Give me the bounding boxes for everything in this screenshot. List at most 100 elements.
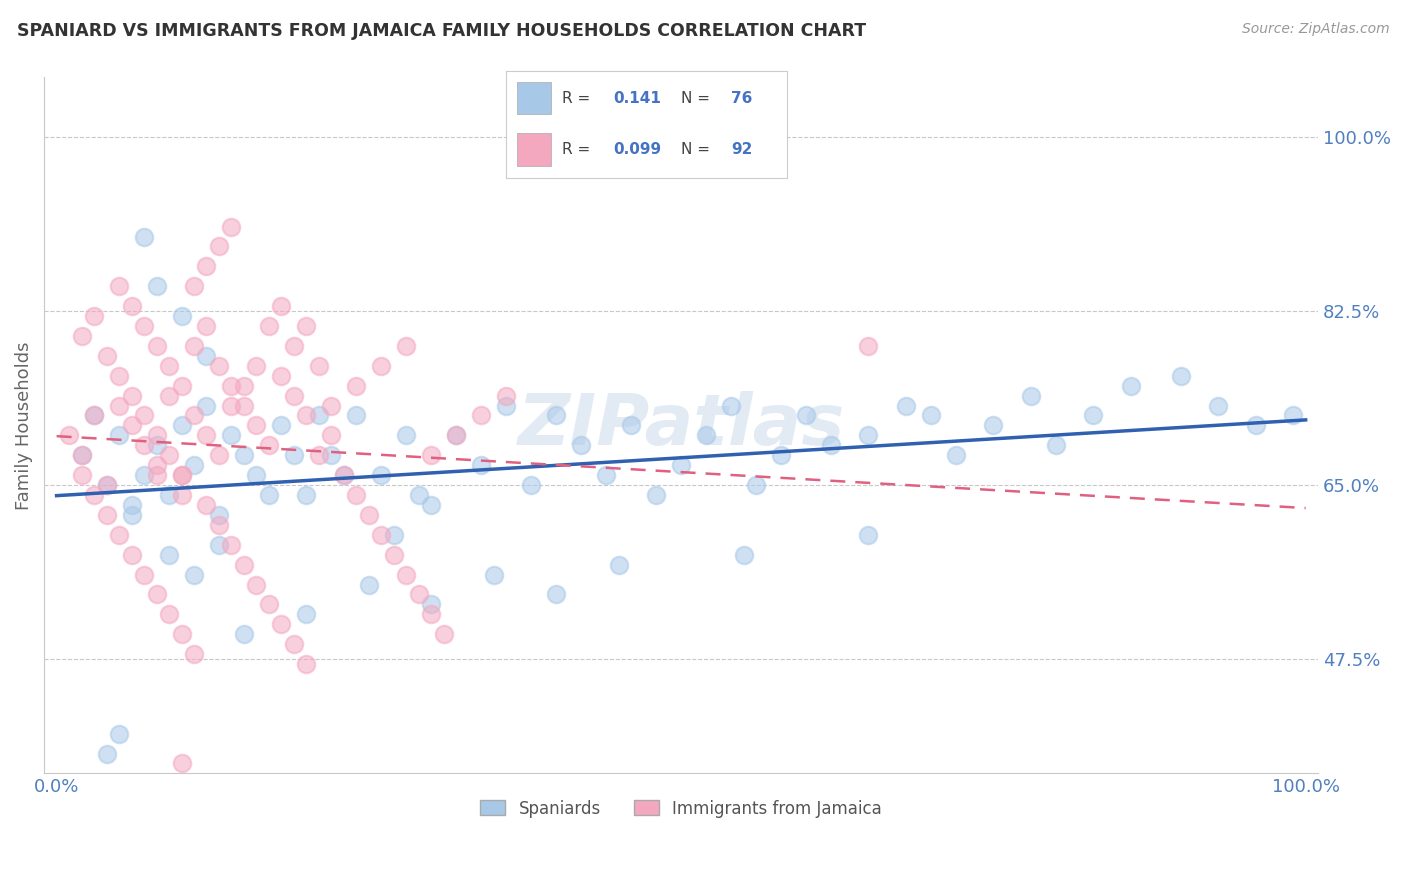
Legend: Spaniards, Immigrants from Jamaica: Spaniards, Immigrants from Jamaica	[474, 793, 889, 824]
Point	[245, 577, 267, 591]
Point	[382, 548, 405, 562]
Point	[470, 458, 492, 473]
Point	[1244, 418, 1267, 433]
Point	[794, 409, 817, 423]
Point	[395, 428, 418, 442]
Point	[145, 468, 167, 483]
Point	[1282, 409, 1305, 423]
Text: 92: 92	[731, 142, 752, 157]
Point	[495, 389, 517, 403]
Point	[408, 488, 430, 502]
Point	[195, 498, 218, 512]
Text: 76: 76	[731, 91, 752, 105]
Text: R =: R =	[562, 142, 596, 157]
Point	[308, 448, 330, 462]
Point	[546, 409, 568, 423]
Point	[145, 428, 167, 442]
Point	[920, 409, 942, 423]
Point	[221, 399, 243, 413]
Point	[446, 428, 468, 442]
Point	[233, 558, 256, 572]
Bar	[517, 134, 551, 166]
Point	[121, 389, 143, 403]
Point	[221, 428, 243, 442]
Point	[770, 448, 793, 462]
Text: R =: R =	[562, 91, 600, 105]
Point	[283, 339, 305, 353]
Point	[344, 409, 367, 423]
Point	[132, 229, 155, 244]
Point	[233, 448, 256, 462]
Point	[121, 548, 143, 562]
Point	[121, 418, 143, 433]
Point	[295, 409, 318, 423]
Point	[108, 726, 131, 740]
Point	[858, 428, 880, 442]
Point	[208, 538, 231, 552]
Point	[308, 359, 330, 373]
Point	[157, 359, 180, 373]
Point	[208, 239, 231, 253]
Point	[96, 508, 118, 522]
Point	[183, 647, 205, 661]
Point	[157, 607, 180, 622]
Point	[170, 627, 193, 641]
Point	[569, 438, 592, 452]
Point	[157, 448, 180, 462]
Point	[121, 508, 143, 522]
Point	[645, 488, 668, 502]
Point	[270, 368, 292, 383]
Point	[58, 428, 80, 442]
Point	[157, 488, 180, 502]
Point	[132, 409, 155, 423]
Point	[257, 318, 280, 333]
Point	[420, 607, 443, 622]
Point	[170, 418, 193, 433]
Point	[420, 598, 443, 612]
Point	[420, 448, 443, 462]
Point	[395, 567, 418, 582]
Point	[607, 558, 630, 572]
Point	[295, 318, 318, 333]
Point	[257, 438, 280, 452]
Point	[83, 309, 105, 323]
Point	[270, 617, 292, 632]
Point	[470, 409, 492, 423]
Point	[733, 548, 755, 562]
Point	[233, 627, 256, 641]
Point	[357, 577, 380, 591]
Text: Source: ZipAtlas.com: Source: ZipAtlas.com	[1241, 22, 1389, 37]
Point	[183, 339, 205, 353]
Point	[145, 339, 167, 353]
Point	[283, 637, 305, 651]
Point	[408, 587, 430, 601]
Point	[132, 438, 155, 452]
Point	[820, 438, 842, 452]
Point	[96, 747, 118, 761]
Point	[245, 418, 267, 433]
Point	[495, 399, 517, 413]
Point	[344, 488, 367, 502]
Point	[382, 528, 405, 542]
Point	[370, 528, 392, 542]
Point	[170, 468, 193, 483]
Point	[195, 399, 218, 413]
Point	[245, 359, 267, 373]
Text: N =: N =	[681, 142, 714, 157]
Point	[233, 378, 256, 392]
Point	[208, 508, 231, 522]
Point	[108, 528, 131, 542]
Point	[208, 517, 231, 532]
Point	[96, 478, 118, 492]
Point	[894, 399, 917, 413]
Point	[195, 428, 218, 442]
Point	[858, 528, 880, 542]
Point	[83, 409, 105, 423]
Point	[170, 378, 193, 392]
Point	[858, 339, 880, 353]
Point	[108, 428, 131, 442]
Point	[983, 418, 1005, 433]
Point	[370, 359, 392, 373]
Point	[145, 458, 167, 473]
Point	[333, 468, 356, 483]
